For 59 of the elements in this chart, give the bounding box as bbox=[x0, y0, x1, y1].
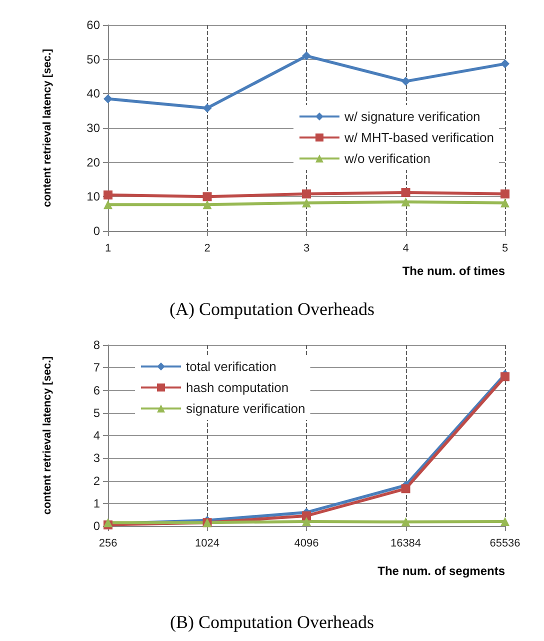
y-tick-label: 0 bbox=[93, 519, 100, 533]
x-tick-label: 256 bbox=[98, 538, 118, 550]
point bbox=[500, 198, 510, 208]
x-tick-label: 2 bbox=[204, 242, 210, 254]
x-tick-label: 4096 bbox=[294, 538, 319, 550]
point bbox=[104, 190, 112, 200]
x-tick-label: 1 bbox=[104, 242, 112, 254]
point bbox=[401, 197, 410, 206]
text: (B) Computation Overheads bbox=[170, 612, 374, 632]
x-tick-label: 1024 bbox=[195, 538, 220, 550]
point bbox=[202, 200, 212, 210]
y-tick-label: 5 bbox=[93, 406, 100, 420]
legend-label: w/ MHT-based verification bbox=[343, 130, 494, 145]
point bbox=[500, 516, 510, 526]
point bbox=[202, 192, 212, 202]
legend-label: hash computation bbox=[186, 380, 289, 395]
y-tick-label: 3 bbox=[93, 451, 100, 466]
x-tick-label: 16384 bbox=[390, 538, 422, 550]
y-tick-label: 40 bbox=[86, 86, 100, 101]
y-tick-label: 1 bbox=[93, 496, 100, 510]
y-tick-label: 7 bbox=[93, 360, 100, 375]
point bbox=[104, 200, 112, 210]
legend-label: total verification bbox=[186, 359, 276, 374]
point bbox=[302, 51, 311, 60]
legend-label: signature verification bbox=[186, 401, 306, 416]
y-tick-label: 8 bbox=[93, 338, 100, 352]
x-axis-title: The num. of segments bbox=[378, 564, 506, 578]
point bbox=[302, 198, 311, 208]
y-axis-title: content retrieval latency [sec.] bbox=[42, 48, 54, 208]
legend-label: w/ signature verification bbox=[343, 109, 480, 124]
point bbox=[302, 189, 311, 198]
legend-label: w/o verification bbox=[343, 151, 430, 166]
y-tick-label: 0 bbox=[93, 224, 100, 238]
point bbox=[202, 104, 212, 113]
point bbox=[500, 189, 510, 198]
x-tick-label: 5 bbox=[502, 242, 508, 254]
y-axis-title: content retrieval latency [sec.] bbox=[42, 356, 54, 515]
x-tick-label: 65536 bbox=[490, 538, 520, 550]
y-tick-label: 4 bbox=[93, 428, 100, 442]
x-tick-label: 4 bbox=[402, 242, 409, 254]
x-axis-title: The num. of times bbox=[402, 264, 506, 278]
y-tick-label: 50 bbox=[86, 52, 100, 66]
point bbox=[401, 517, 410, 526]
y-tick-label: 6 bbox=[93, 383, 100, 398]
point bbox=[302, 511, 311, 520]
point bbox=[401, 76, 410, 86]
point bbox=[500, 59, 510, 68]
x-tick-label: 3 bbox=[303, 242, 310, 254]
y-tick-label: 30 bbox=[86, 121, 100, 135]
point bbox=[500, 372, 510, 382]
point bbox=[401, 188, 410, 198]
point bbox=[104, 94, 112, 104]
y-tick-label: 20 bbox=[86, 155, 100, 170]
point bbox=[302, 516, 311, 526]
text: (A) Computation Overheads bbox=[170, 299, 374, 319]
point bbox=[401, 484, 410, 494]
y-tick-label: 10 bbox=[86, 190, 100, 204]
y-tick-label: 60 bbox=[86, 18, 100, 32]
y-tick-label: 2 bbox=[93, 474, 100, 488]
